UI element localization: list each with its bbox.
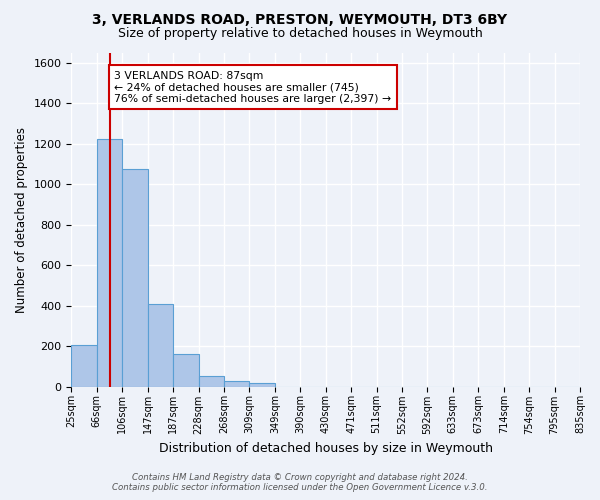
Bar: [250, 384, 275, 386]
Text: Size of property relative to detached houses in Weymouth: Size of property relative to detached ho…: [118, 28, 482, 40]
Bar: [224, 382, 250, 386]
Bar: [148, 304, 173, 386]
Text: Contains HM Land Registry data © Crown copyright and database right 2024.
Contai: Contains HM Land Registry data © Crown c…: [112, 473, 488, 492]
Bar: [71, 345, 97, 387]
Bar: [97, 138, 122, 386]
Bar: [173, 354, 199, 386]
Y-axis label: Number of detached properties: Number of detached properties: [15, 126, 28, 312]
Text: 3, VERLANDS ROAD, PRESTON, WEYMOUTH, DT3 6BY: 3, VERLANDS ROAD, PRESTON, WEYMOUTH, DT3…: [92, 12, 508, 26]
X-axis label: Distribution of detached houses by size in Weymouth: Distribution of detached houses by size …: [159, 442, 493, 455]
Text: 3 VERLANDS ROAD: 87sqm
← 24% of detached houses are smaller (745)
76% of semi-de: 3 VERLANDS ROAD: 87sqm ← 24% of detached…: [114, 70, 391, 104]
Bar: [122, 169, 148, 386]
Bar: [199, 376, 224, 386]
